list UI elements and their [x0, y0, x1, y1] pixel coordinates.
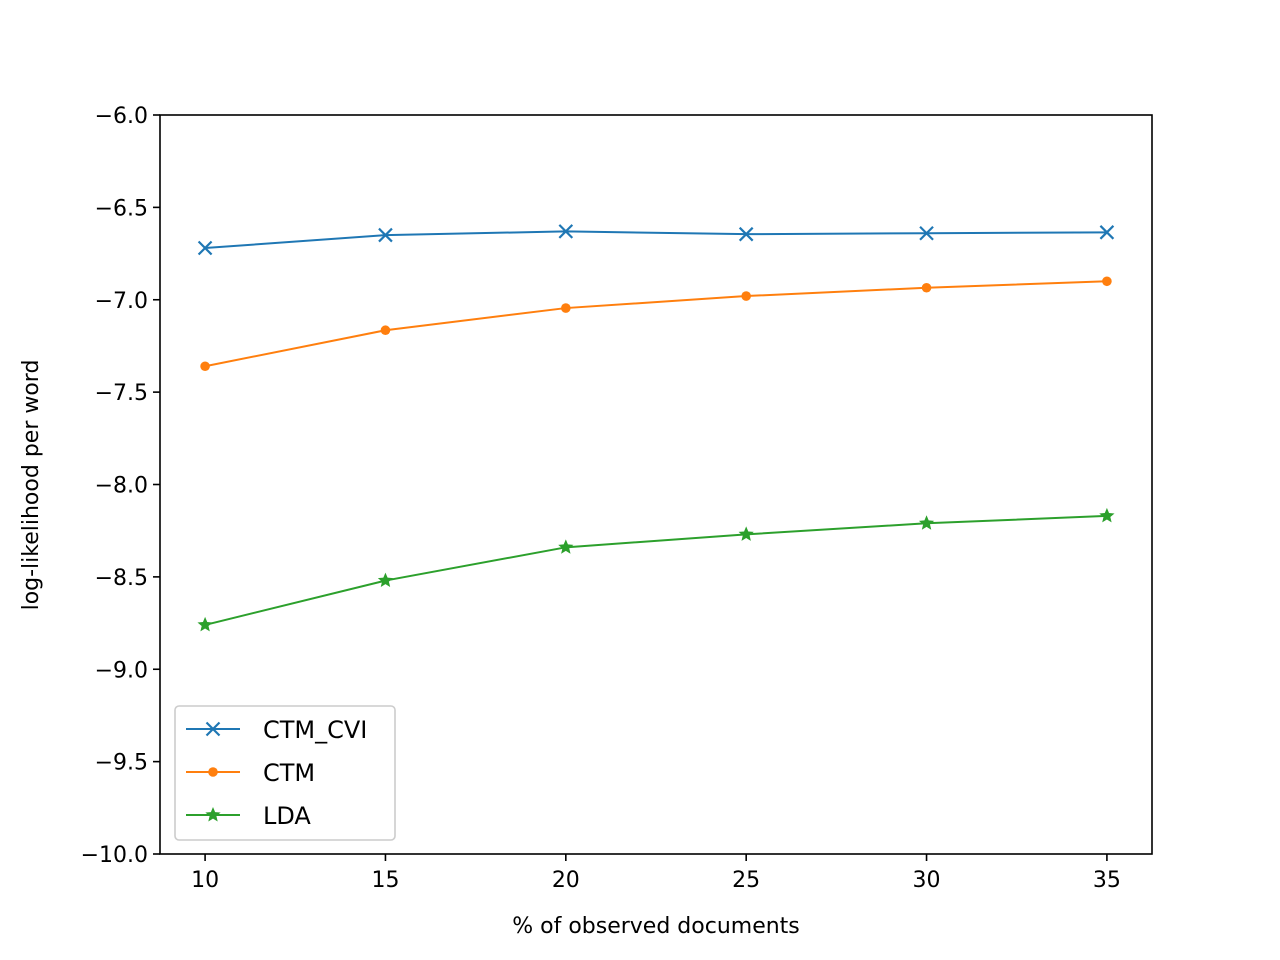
data-point-lda — [918, 515, 935, 530]
y-tick-label: −6.0 — [95, 104, 148, 129]
y-tick-label: −9.5 — [95, 751, 148, 776]
data-point-lda — [197, 616, 213, 632]
data-point-ctm-cvi — [919, 225, 934, 241]
data-point-ctm — [200, 361, 210, 372]
data-point-lda — [1099, 507, 1115, 523]
y-axis: −6.0 −6.5 −7.0 −7.5 −8.0 −8.5 −9.0 −9.5 −10.0 — [81, 104, 160, 868]
y-tick-label: −6.5 — [95, 196, 148, 221]
plot-frame — [159, 114, 1153, 855]
y-tick-label: −8.5 — [95, 566, 148, 591]
series-line-ctm-cvi — [205, 230, 1107, 250]
data-point-ctm-cvi — [1099, 225, 1115, 240]
y-axis-label: log-likelihood per word — [19, 360, 44, 611]
data-point-lda — [738, 526, 754, 541]
legend: CTM_CVI CTM LDA — [174, 705, 396, 841]
y-tick-label: −7.0 — [95, 289, 148, 314]
data-point-ctm — [1102, 276, 1112, 287]
series-line-lda — [204, 514, 1107, 626]
series-layer — [197, 224, 1115, 632]
x-tick-label: 15 — [371, 868, 399, 893]
data-point-ctm-cvi — [558, 224, 574, 239]
x-axis: 10 15 20 25 30 35 — [191, 854, 1121, 893]
data-point-ctm — [921, 282, 932, 293]
data-point-ctm — [380, 325, 391, 336]
legend-box — [174, 705, 396, 841]
data-point-ctm — [741, 291, 751, 301]
x-tick-label: 35 — [1093, 868, 1121, 893]
y-tick-label: −8.0 — [95, 474, 148, 499]
x-tick-label: 25 — [732, 868, 760, 893]
legend-label-lda: LDA — [263, 802, 311, 830]
x-tick-label: 20 — [552, 868, 580, 893]
x-axis-label: % of observed documents — [512, 914, 800, 939]
y-tick-label: −9.0 — [95, 658, 148, 683]
data-point-ctm-cvi — [197, 240, 213, 256]
legend-marker-ctm-cvi — [205, 721, 221, 737]
y-tick-label: −7.5 — [95, 381, 148, 406]
data-point-ctm-cvi — [738, 226, 754, 242]
data-point-lda — [377, 572, 394, 588]
data-point-lda — [558, 539, 574, 554]
legend-label-ctm-cvi: CTM_CVI — [263, 716, 367, 744]
data-point-ctm — [561, 303, 571, 313]
x-tick-label: 10 — [191, 868, 219, 893]
legend-marker-ctm — [208, 767, 218, 777]
series-line-ctm — [204, 280, 1107, 368]
data-point-ctm-cvi — [378, 227, 393, 243]
y-tick-label: −10.0 — [81, 843, 148, 868]
legend-label-ctm: CTM — [263, 759, 315, 787]
x-tick-label: 30 — [913, 868, 941, 893]
legend-marker-lda — [205, 807, 221, 822]
